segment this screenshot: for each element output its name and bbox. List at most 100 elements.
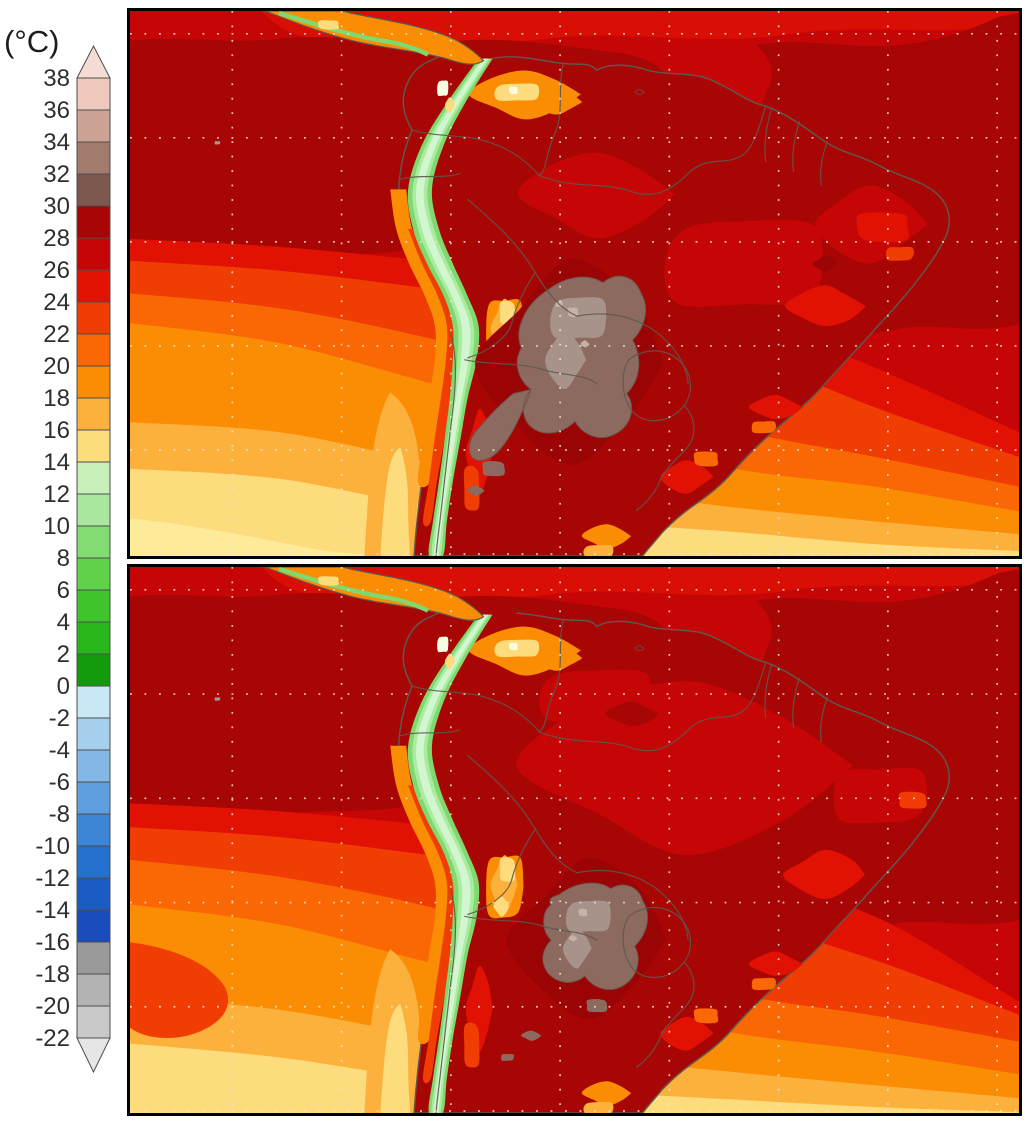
colorbar-segment — [76, 877, 111, 911]
colorbar-tick-label: 22 — [43, 321, 70, 348]
ocean-warm-blob-left — [130, 942, 229, 1038]
colorbar-tick-label: -4 — [49, 737, 70, 764]
andes-green-band — [407, 58, 493, 556]
land-warm-patch — [664, 219, 824, 307]
land-warm-patch — [833, 767, 928, 824]
colorbar-tick-label: -6 — [49, 769, 70, 796]
colorbar-segment — [76, 749, 111, 783]
land-dark-spot — [812, 255, 838, 272]
patagonia-east-patch — [583, 1101, 614, 1113]
colorbar-segment — [76, 845, 111, 879]
country-border — [792, 121, 801, 173]
andes-yellow-spot — [444, 97, 456, 114]
country-border — [538, 105, 767, 196]
country-borders — [399, 620, 828, 1113]
colorbar-segment — [76, 269, 111, 303]
country-border — [792, 677, 801, 729]
colorbar-tick-label: 26 — [43, 257, 70, 284]
country-border — [411, 129, 540, 177]
colorbar-svg: 38363432302826242220181614121086420-2-4-… — [35, 44, 111, 1074]
andes-pale-spot — [437, 636, 449, 653]
country-border — [464, 359, 598, 385]
colorbar-segment — [76, 365, 111, 399]
colorbar-tick-label: -22 — [35, 1025, 70, 1052]
country-border — [635, 961, 695, 1068]
chaco-core — [545, 330, 587, 390]
chaco-pale-spot — [580, 340, 590, 348]
chaco-hot-region — [542, 882, 649, 990]
colorbar-tick-label: 2 — [57, 641, 70, 668]
colorbar-tick-label: 28 — [43, 225, 70, 252]
map-panel-bottom — [127, 564, 1022, 1116]
colorbar-segment — [76, 973, 111, 1007]
island-dot — [214, 697, 221, 701]
pampas-warm-patch — [660, 1016, 714, 1051]
country-border — [435, 333, 457, 556]
colorbar-segment — [76, 333, 111, 367]
chaco-satellite — [586, 999, 608, 1013]
central-america-ridge — [278, 11, 429, 57]
colorbar-tick-label: 12 — [43, 481, 70, 508]
colorbar-segment — [76, 237, 111, 271]
map-panel-top — [127, 8, 1022, 559]
country-border — [467, 755, 578, 874]
colorbar-segment — [76, 109, 111, 143]
country-border — [464, 915, 598, 941]
chaco-satellite — [501, 1053, 515, 1061]
altiplano-yellow — [499, 857, 516, 882]
colorbar-segment — [76, 941, 111, 975]
country-border — [467, 198, 578, 317]
se-brazil-patch — [751, 421, 777, 434]
pacific-coast-strip — [390, 189, 454, 488]
altiplano-yellow — [493, 896, 510, 918]
colorbar-tick-label: 8 — [57, 545, 70, 572]
pampas-warm-patch — [693, 1008, 719, 1024]
colorbar-segment — [76, 685, 111, 719]
llanos-warm-patch — [533, 89, 583, 115]
se-brazil-patch — [748, 394, 803, 420]
colorbar-under-arrow — [76, 1037, 111, 1074]
colorbar-tick-label: -12 — [35, 865, 70, 892]
colorbar-tick-label: 10 — [43, 513, 70, 540]
colorbar-tick-label: 30 — [43, 193, 70, 220]
colorbar-segment — [76, 429, 111, 463]
colorbar-tick-label: -16 — [35, 929, 70, 956]
land-hot-patch — [783, 849, 866, 900]
band-14c — [130, 1043, 1019, 1113]
llanos-warm-patch — [533, 646, 583, 671]
colorbar-tick-label: -8 — [49, 801, 70, 828]
land-hot-patch — [886, 246, 915, 261]
chaco-satellite — [521, 1030, 542, 1041]
chaco-core — [550, 297, 607, 339]
chaco-core — [565, 900, 611, 933]
colorbar-tick-label: -2 — [49, 705, 70, 732]
coastal-band-14c — [380, 447, 411, 556]
colorbar-tick-label: 6 — [57, 577, 70, 604]
country-borders — [399, 63, 828, 556]
band-pale-corner — [130, 518, 419, 556]
island-dot — [634, 89, 645, 96]
land-hot-patch — [856, 212, 909, 243]
andes-green-band — [407, 614, 493, 1113]
colorbar-tick-label: -14 — [35, 897, 70, 924]
colorbar-tick-label: 4 — [57, 609, 70, 636]
colorbar-segment — [76, 77, 111, 111]
colorbar-segment — [76, 653, 111, 687]
island-dot — [634, 645, 645, 652]
central-america-yellow — [318, 576, 340, 586]
chaco-pale-spot — [578, 908, 588, 917]
country-border — [538, 661, 767, 752]
patagonia-east-patch — [583, 544, 614, 556]
pampas-warm-patch — [660, 460, 714, 494]
colorbar-tick-label: 38 — [43, 65, 70, 92]
colorbar-segment — [76, 525, 111, 559]
colorbar-segment — [76, 909, 111, 943]
colorbar-scale: 38363432302826242220181614121086420-2-4-… — [35, 44, 111, 1074]
colorbar-over-arrow — [76, 44, 111, 79]
colorbar-segment — [76, 461, 111, 495]
colorbar-segment — [76, 557, 111, 591]
country-border — [435, 890, 457, 1113]
colorbar-tick-label: 20 — [43, 353, 70, 380]
map-top-svg — [130, 11, 1019, 556]
